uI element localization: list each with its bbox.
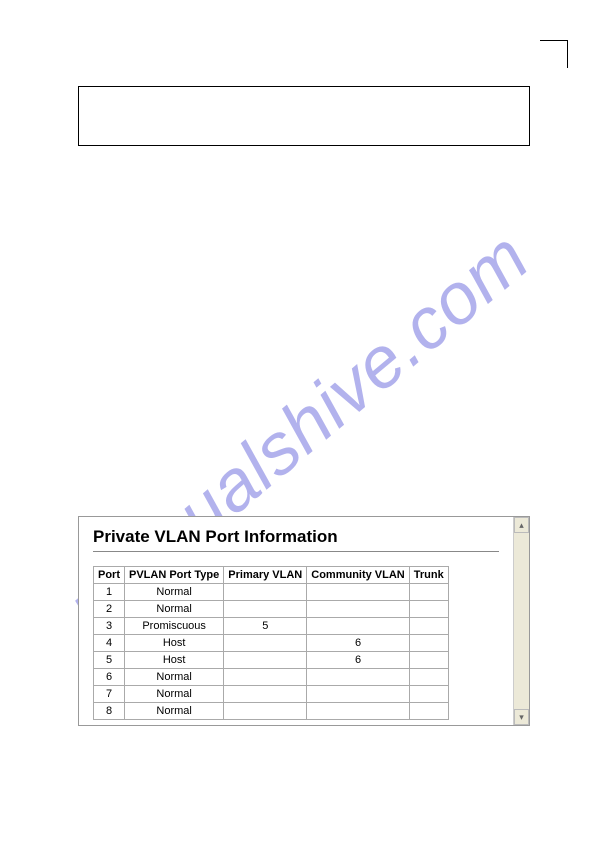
cell-type: Normal bbox=[125, 584, 224, 601]
cell-port: 6 bbox=[94, 669, 125, 686]
cell-type: Normal bbox=[125, 703, 224, 720]
scroll-down-arrow-icon[interactable]: ▾ bbox=[514, 709, 529, 725]
cell-trunk bbox=[409, 703, 448, 720]
cell-type: Host bbox=[125, 635, 224, 652]
panel-divider bbox=[93, 551, 499, 552]
table-header-row: Port PVLAN Port Type Primary VLAN Commun… bbox=[94, 567, 449, 584]
cell-primary bbox=[224, 703, 307, 720]
cell-community bbox=[307, 584, 410, 601]
cell-trunk bbox=[409, 686, 448, 703]
col-port: Port bbox=[94, 567, 125, 584]
scroll-up-arrow-icon[interactable]: ▴ bbox=[514, 517, 529, 533]
pvlan-panel-content: Private VLAN Port Information Port PVLAN… bbox=[79, 517, 513, 725]
cell-primary bbox=[224, 686, 307, 703]
table-row: 5 Host 6 bbox=[94, 652, 449, 669]
cell-port: 8 bbox=[94, 703, 125, 720]
cell-community: 6 bbox=[307, 635, 410, 652]
table-row: 6 Normal bbox=[94, 669, 449, 686]
pvlan-info-table: Port PVLAN Port Type Primary VLAN Commun… bbox=[93, 566, 449, 720]
col-primary-vlan: Primary VLAN bbox=[224, 567, 307, 584]
vertical-scrollbar[interactable]: ▴ ▾ bbox=[513, 517, 529, 725]
cell-community bbox=[307, 703, 410, 720]
cell-port: 3 bbox=[94, 618, 125, 635]
cell-port: 5 bbox=[94, 652, 125, 669]
cell-type: Host bbox=[125, 652, 224, 669]
cell-community bbox=[307, 686, 410, 703]
cell-trunk bbox=[409, 618, 448, 635]
table-body: 1 Normal 2 Normal 3 Promiscuous 5 bbox=[94, 584, 449, 720]
cell-port: 2 bbox=[94, 601, 125, 618]
pvlan-panel: Private VLAN Port Information Port PVLAN… bbox=[78, 516, 530, 726]
cell-type: Normal bbox=[125, 669, 224, 686]
cell-trunk bbox=[409, 584, 448, 601]
empty-box-outline bbox=[78, 86, 530, 146]
cell-primary bbox=[224, 669, 307, 686]
col-trunk: Trunk bbox=[409, 567, 448, 584]
cell-type: Normal bbox=[125, 686, 224, 703]
cell-primary bbox=[224, 601, 307, 618]
cell-type: Promiscuous bbox=[125, 618, 224, 635]
cell-trunk bbox=[409, 669, 448, 686]
cell-community bbox=[307, 669, 410, 686]
col-pvlan-port-type: PVLAN Port Type bbox=[125, 567, 224, 584]
cell-trunk bbox=[409, 601, 448, 618]
cell-port: 4 bbox=[94, 635, 125, 652]
cell-community bbox=[307, 618, 410, 635]
table-row: 1 Normal bbox=[94, 584, 449, 601]
table-row: 7 Normal bbox=[94, 686, 449, 703]
panel-title: Private VLAN Port Information bbox=[93, 527, 499, 547]
col-community-vlan: Community VLAN bbox=[307, 567, 410, 584]
cell-community: 6 bbox=[307, 652, 410, 669]
cell-primary: 5 bbox=[224, 618, 307, 635]
cell-port: 1 bbox=[94, 584, 125, 601]
scroll-track[interactable] bbox=[514, 533, 529, 709]
cell-trunk bbox=[409, 635, 448, 652]
table-row: 3 Promiscuous 5 bbox=[94, 618, 449, 635]
table-row: 2 Normal bbox=[94, 601, 449, 618]
cell-port: 7 bbox=[94, 686, 125, 703]
cell-primary bbox=[224, 584, 307, 601]
cell-primary bbox=[224, 635, 307, 652]
corner-crop-mark bbox=[540, 40, 568, 68]
cell-community bbox=[307, 601, 410, 618]
table-row: 4 Host 6 bbox=[94, 635, 449, 652]
cell-trunk bbox=[409, 652, 448, 669]
cell-type: Normal bbox=[125, 601, 224, 618]
cell-primary bbox=[224, 652, 307, 669]
table-row: 8 Normal bbox=[94, 703, 449, 720]
